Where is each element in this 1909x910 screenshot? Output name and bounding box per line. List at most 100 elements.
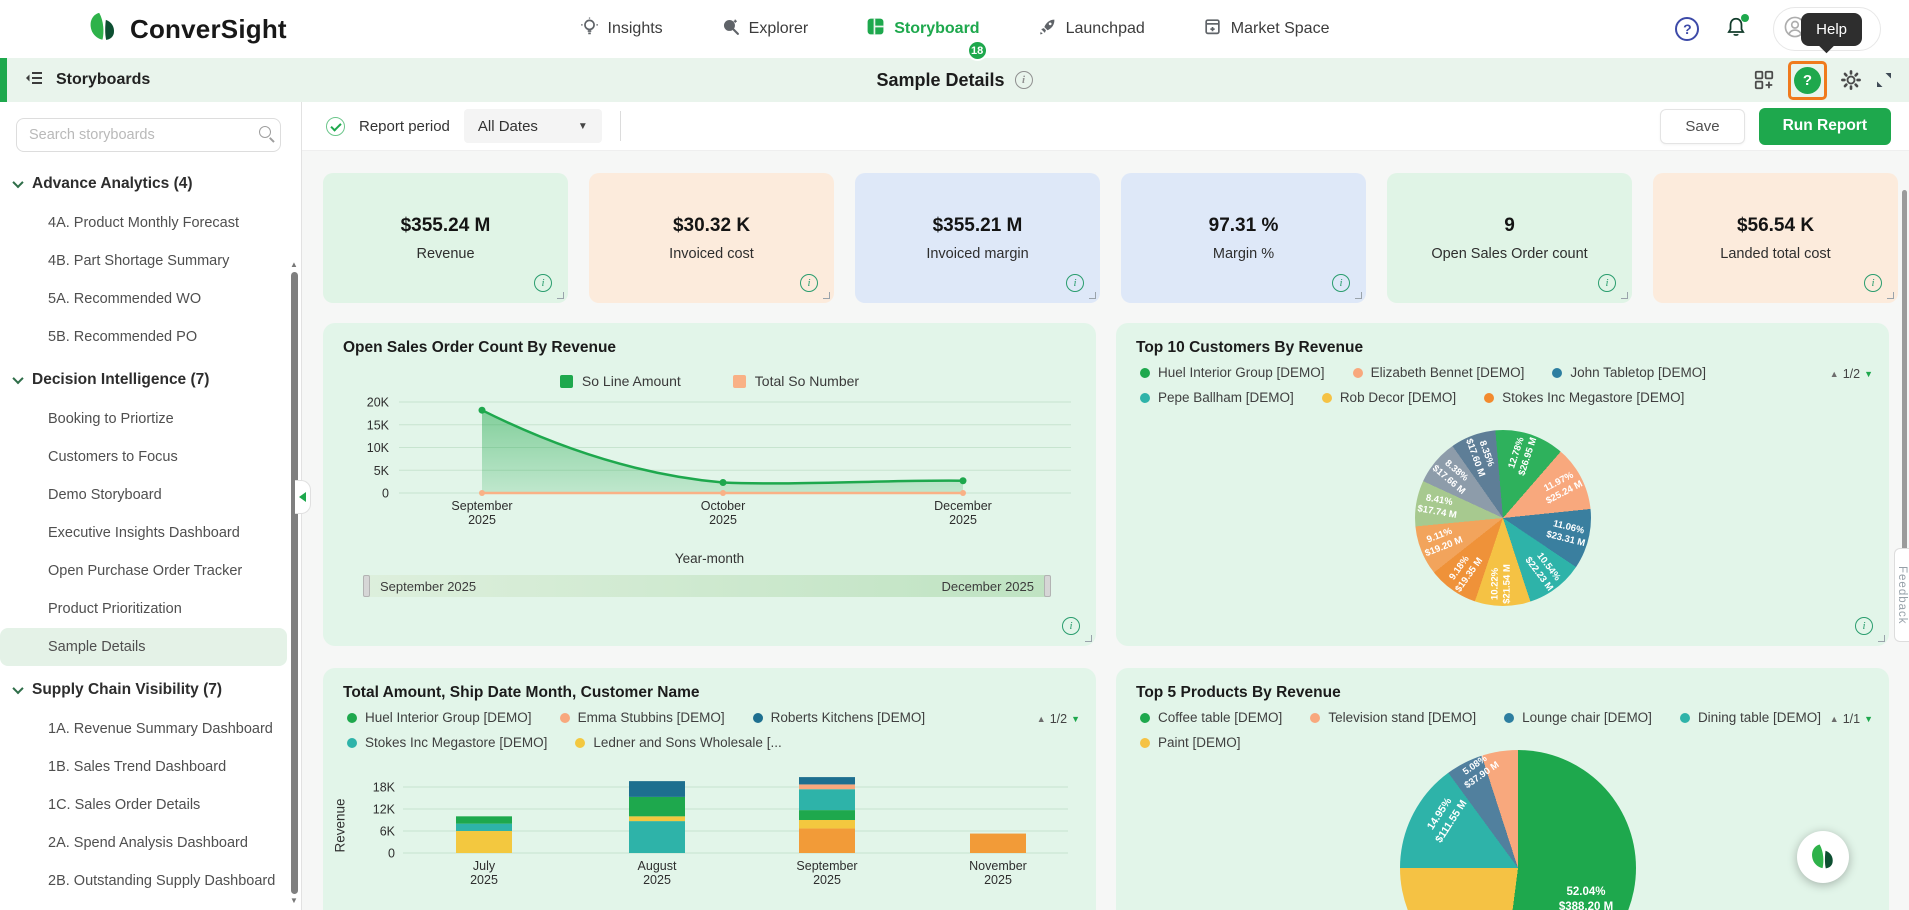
legend-item[interactable]: Roberts Kitchens [DEMO] bbox=[753, 710, 926, 725]
legend-item[interactable]: Stokes Inc Megastore [DEMO] bbox=[347, 735, 547, 750]
legend-page-down-icon[interactable]: ▼ bbox=[1864, 369, 1873, 379]
search-icon[interactable] bbox=[259, 126, 271, 138]
info-icon[interactable]: i bbox=[1066, 274, 1084, 292]
add-widget-icon[interactable] bbox=[1753, 69, 1775, 91]
fullscreen-icon[interactable] bbox=[1875, 71, 1893, 89]
kpi-card-revenue[interactable]: $355.24 M Revenue i bbox=[323, 173, 568, 303]
storyboard-help-button[interactable]: ? bbox=[1794, 67, 1821, 94]
save-button[interactable]: Save bbox=[1660, 109, 1744, 144]
storyboards-panel-toggle[interactable]: Storyboards bbox=[24, 68, 150, 93]
sidebar-group-header[interactable]: Decision Intelligence (7) bbox=[0, 356, 301, 400]
kpi-card-invoiced-margin[interactable]: $355.21 M Invoiced margin i bbox=[855, 173, 1100, 303]
chart-top10-customers[interactable]: Top 10 Customers By Revenue Huel Interio… bbox=[1116, 323, 1889, 646]
nav-item-storyboard[interactable]: Storyboard 18 bbox=[866, 17, 979, 41]
resize-corner[interactable] bbox=[1621, 292, 1628, 299]
sidebar-item[interactable]: Demo Storyboard bbox=[0, 476, 287, 514]
info-icon[interactable]: i bbox=[800, 274, 818, 292]
resize-corner[interactable] bbox=[1085, 635, 1092, 642]
notifications-bell[interactable] bbox=[1725, 16, 1747, 43]
nav-item-launchpad[interactable]: Launchpad bbox=[1038, 17, 1145, 41]
kpi-card-open-so-count[interactable]: 9 Open Sales Order count i bbox=[1387, 173, 1632, 303]
info-icon[interactable]: i bbox=[1332, 274, 1350, 292]
kpi-card-invoiced-cost[interactable]: $30.32 K Invoiced cost i bbox=[589, 173, 834, 303]
legend-item[interactable]: Paint [DEMO] bbox=[1140, 735, 1241, 750]
report-period-checkbox[interactable] bbox=[326, 117, 345, 136]
sidebar-item[interactable]: Open Purchase Order Tracker bbox=[0, 552, 287, 590]
sidebar-item[interactable]: 2B. Outstanding Supply Dashboard bbox=[0, 862, 287, 900]
help-icon[interactable]: ? bbox=[1675, 17, 1699, 41]
nav-item-insights[interactable]: Insights bbox=[580, 17, 663, 41]
legend-item[interactable]: Huel Interior Group [DEMO] bbox=[347, 710, 532, 725]
sidebar-item[interactable]: 1A. Revenue Summary Dashboard bbox=[0, 710, 287, 748]
chart-open-so-count[interactable]: Open Sales Order Count By Revenue So Lin… bbox=[323, 323, 1096, 646]
title-info-icon[interactable]: i bbox=[1015, 71, 1033, 89]
sidebar-item[interactable]: Booking to Priortize bbox=[0, 400, 287, 438]
sidebar-scrollbar[interactable]: ▲ ▼ bbox=[288, 260, 300, 906]
kpi-card-margin-pct[interactable]: 97.31 % Margin % i bbox=[1121, 173, 1366, 303]
run-report-button[interactable]: Run Report bbox=[1759, 108, 1891, 145]
legend-item[interactable]: John Tabletop [DEMO] bbox=[1552, 365, 1706, 380]
nav-item-market-space[interactable]: Market Space bbox=[1203, 17, 1330, 41]
sidebar-item[interactable]: 1C. Sales Order Details bbox=[0, 786, 287, 824]
sidebar-item[interactable]: 5B. Recommended PO bbox=[0, 318, 287, 356]
legend-page-up-icon[interactable]: ▲ bbox=[1037, 714, 1046, 724]
page-scrollbar-thumb[interactable] bbox=[1902, 190, 1907, 570]
legend-item[interactable]: Emma Stubbins [DEMO] bbox=[560, 710, 725, 725]
sidebar-collapse-handle[interactable] bbox=[295, 480, 311, 514]
legend-page-up-icon[interactable]: ▲ bbox=[1830, 369, 1839, 379]
kpi-label: Invoiced cost bbox=[669, 246, 754, 262]
sidebar-item[interactable]: 4B. Part Shortage Summary bbox=[0, 242, 287, 280]
sidebar-item[interactable]: Customers to Focus bbox=[0, 438, 287, 476]
sidebar-item[interactable]: 2A. Spend Analysis Dashboard bbox=[0, 824, 287, 862]
scroll-up-icon[interactable]: ▲ bbox=[290, 260, 298, 270]
sidebar-item[interactable]: Sample Details bbox=[0, 628, 287, 666]
resize-corner[interactable] bbox=[557, 292, 564, 299]
legend-item[interactable]: Coffee table [DEMO] bbox=[1140, 710, 1282, 725]
info-icon[interactable]: i bbox=[1062, 617, 1080, 635]
sidebar-item[interactable]: Executive Insights Dashboard bbox=[0, 514, 287, 552]
legend-item[interactable]: Dining table [DEMO] bbox=[1680, 710, 1821, 725]
legend-item[interactable]: Huel Interior Group [DEMO] bbox=[1140, 365, 1325, 380]
sidebar-item[interactable]: 4A. Product Monthly Forecast bbox=[0, 204, 287, 242]
info-icon[interactable]: i bbox=[1598, 274, 1616, 292]
chart-total-amount-ship[interactable]: Total Amount, Ship Date Month, Customer … bbox=[323, 668, 1096, 910]
sidebar-group-header[interactable]: Advance Analytics (4) bbox=[0, 160, 301, 204]
legend-item[interactable]: Rob Decor [DEMO] bbox=[1322, 390, 1456, 405]
legend-item[interactable]: Lounge chair [DEMO] bbox=[1504, 710, 1652, 725]
legend-item[interactable]: Television stand [DEMO] bbox=[1310, 710, 1476, 725]
legend-page-down-icon[interactable]: ▼ bbox=[1864, 714, 1873, 724]
scrollbar-thumb[interactable] bbox=[291, 272, 298, 894]
legend-page-up-icon[interactable]: ▲ bbox=[1830, 714, 1839, 724]
brand-logo[interactable]: ConverSight bbox=[86, 10, 287, 49]
resize-corner[interactable] bbox=[1878, 635, 1885, 642]
info-icon[interactable]: i bbox=[1855, 617, 1873, 635]
sidebar-item[interactable]: 1B. Sales Trend Dashboard bbox=[0, 748, 287, 786]
resize-corner[interactable] bbox=[1089, 292, 1096, 299]
info-icon[interactable]: i bbox=[534, 274, 552, 292]
sidebar-item[interactable]: Product Prioritization bbox=[0, 590, 287, 628]
launchpad-icon bbox=[1038, 17, 1057, 41]
slider-handle-left[interactable] bbox=[363, 575, 370, 597]
chart-top5-products[interactable]: Top 5 Products By Revenue Coffee table [… bbox=[1116, 668, 1889, 910]
date-range-slider[interactable]: September 2025 December 2025 bbox=[363, 575, 1051, 597]
sidebar-item[interactable]: 5A. Recommended WO bbox=[0, 280, 287, 318]
assistant-chat-button[interactable] bbox=[1797, 831, 1849, 883]
legend-item[interactable]: Ledner and Sons Wholesale [... bbox=[575, 735, 781, 750]
search-input[interactable] bbox=[16, 118, 281, 152]
resize-corner[interactable] bbox=[1887, 292, 1894, 299]
info-icon[interactable]: i bbox=[1864, 274, 1882, 292]
kpi-card-landed-total-cost[interactable]: $56.54 K Landed total cost i bbox=[1653, 173, 1898, 303]
sidebar-group-header[interactable]: Supply Chain Visibility (7) bbox=[0, 666, 301, 710]
legend-item[interactable]: Pepe Ballham [DEMO] bbox=[1140, 390, 1294, 405]
resize-corner[interactable] bbox=[823, 292, 830, 299]
feedback-tab[interactable]: Feedback bbox=[1894, 548, 1909, 642]
scroll-down-icon[interactable]: ▼ bbox=[290, 896, 298, 906]
legend-item[interactable]: Stokes Inc Megastore [DEMO] bbox=[1484, 390, 1684, 405]
settings-gear-icon[interactable] bbox=[1840, 69, 1862, 91]
nav-item-explorer[interactable]: Explorer bbox=[721, 17, 809, 41]
report-period-dropdown[interactable]: All Dates ▼ bbox=[464, 109, 602, 143]
legend-item[interactable]: Elizabeth Bennet [DEMO] bbox=[1353, 365, 1525, 380]
slider-handle-right[interactable] bbox=[1044, 575, 1051, 597]
resize-corner[interactable] bbox=[1355, 292, 1362, 299]
legend-page-down-icon[interactable]: ▼ bbox=[1071, 714, 1080, 724]
